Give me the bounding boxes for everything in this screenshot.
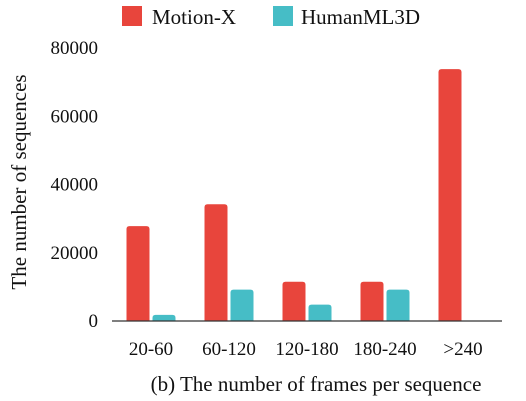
y-tick-label: 60000 <box>51 106 99 127</box>
legend-swatch-humanml3d <box>273 6 293 26</box>
x-axis-title: (b) The number of frames per sequence <box>151 372 482 396</box>
bar-humanml3d-2 <box>308 304 332 321</box>
bar-motion-x-2 <box>282 281 306 321</box>
x-tick-label: 120-180 <box>275 339 338 360</box>
legend: Motion-X HumanML3D <box>122 5 420 29</box>
bar-motion-x-3 <box>360 281 384 321</box>
x-tick-label: 180-240 <box>353 339 416 360</box>
bars <box>126 69 462 321</box>
y-tick-label: 20000 <box>51 243 99 264</box>
bar-humanml3d-0 <box>152 314 176 321</box>
x-tick-label: 60-120 <box>202 339 256 360</box>
bar-humanml3d-3 <box>386 289 410 321</box>
y-tick-label: 0 <box>89 311 99 332</box>
x-axis-ticks: 20-60 60-120 120-180 180-240 >240 <box>129 339 483 360</box>
bar-motion-x-0 <box>126 226 150 321</box>
legend-label-humanml3d: HumanML3D <box>301 5 420 29</box>
y-axis-title: The number of sequences <box>7 74 31 289</box>
bar-motion-x-4 <box>438 69 462 321</box>
x-tick-label: 20-60 <box>129 339 173 360</box>
bar-motion-x-1 <box>204 204 228 321</box>
legend-label-motion-x: Motion-X <box>152 5 236 29</box>
y-tick-label: 40000 <box>51 175 99 196</box>
x-tick-label: >240 <box>443 339 482 360</box>
legend-swatch-motion-x <box>122 6 142 26</box>
y-axis-ticks: 0 20000 40000 60000 80000 <box>51 38 99 332</box>
y-tick-label: 80000 <box>51 38 99 59</box>
bar-humanml3d-1 <box>230 289 254 321</box>
